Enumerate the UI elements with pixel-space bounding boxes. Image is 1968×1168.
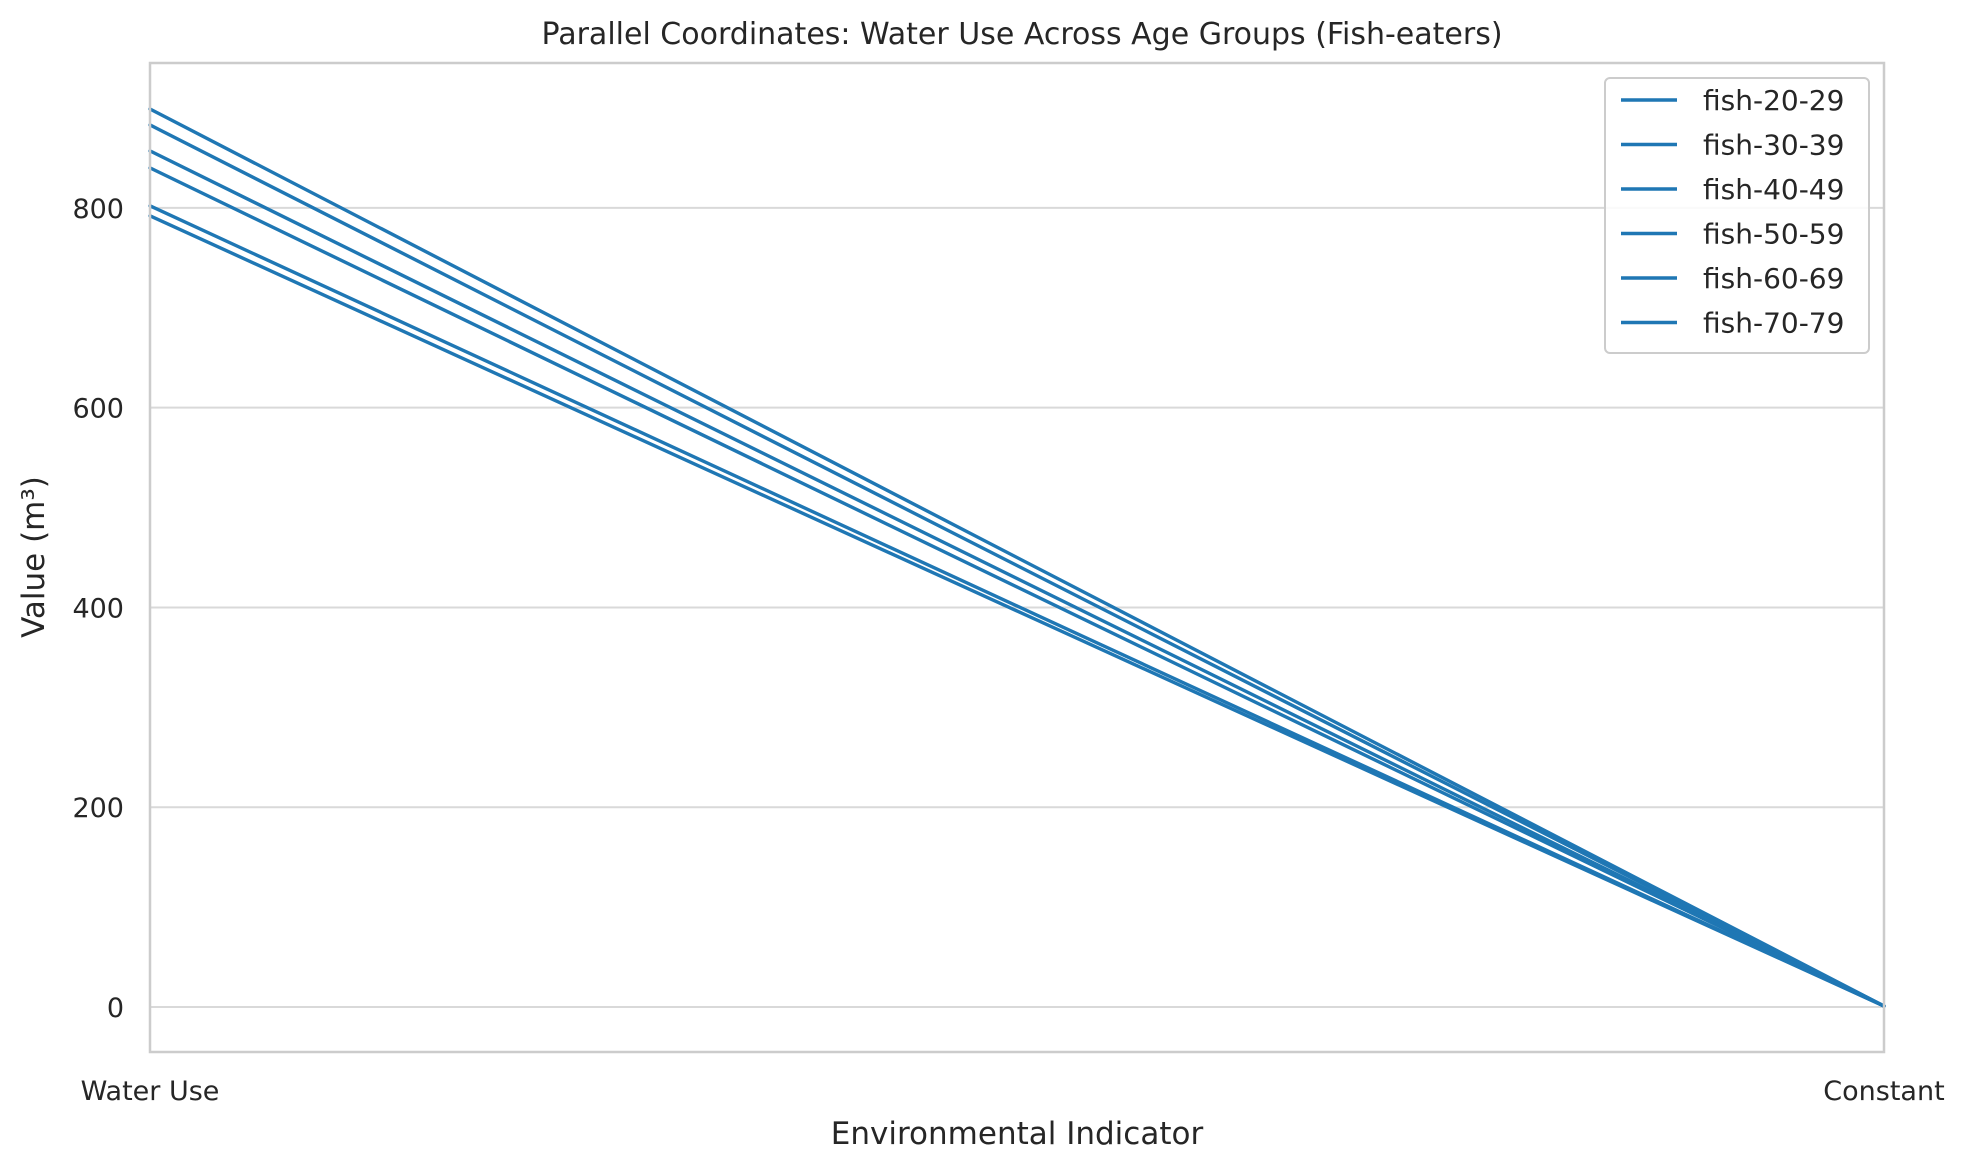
legend-entry: fish-50-59 bbox=[1703, 218, 1844, 251]
series-line-fish-60-69 bbox=[148, 123, 1886, 1008]
chart-title: Parallel Coordinates: Water Use Across A… bbox=[541, 17, 1502, 52]
series-line-fish-70-79 bbox=[148, 107, 1886, 1008]
y-tick-label: 600 bbox=[72, 394, 124, 425]
legend-entry: fish-40-49 bbox=[1703, 173, 1844, 206]
series-line-fish-40-49 bbox=[148, 166, 1886, 1008]
y-tick-labels: 0 200 400 600 800 bbox=[72, 194, 124, 1024]
series-line-fish-50-59 bbox=[148, 149, 1886, 1008]
y-tick-label: 400 bbox=[72, 593, 124, 624]
y-tick-label: 200 bbox=[72, 793, 124, 824]
legend-entry: fish-20-29 bbox=[1703, 84, 1844, 117]
series-lines bbox=[148, 107, 1886, 1008]
x-tick-label: Water Use bbox=[81, 1076, 220, 1107]
legend: fish-20-29 fish-30-39 fish-40-49 fish-50-59… bbox=[1604, 77, 1870, 354]
legend-entry: fish-30-39 bbox=[1703, 129, 1844, 162]
x-tick-label: Constant bbox=[1823, 1076, 1944, 1107]
x-tick-labels: Water Use Constant bbox=[81, 1076, 1945, 1107]
x-axis-label: Environmental Indicator bbox=[831, 1116, 1204, 1152]
legend-box bbox=[1604, 77, 1870, 354]
legend-entry: fish-70-79 bbox=[1703, 307, 1844, 340]
y-tick-label: 0 bbox=[107, 993, 124, 1024]
y-axis-label: Value (m³) bbox=[16, 476, 52, 638]
series-line-fish-30-39 bbox=[148, 204, 1886, 1008]
plot-frame bbox=[148, 61, 1886, 1054]
y-tick-label: 800 bbox=[72, 194, 124, 225]
legend-entry: fish-60-69 bbox=[1703, 262, 1844, 295]
